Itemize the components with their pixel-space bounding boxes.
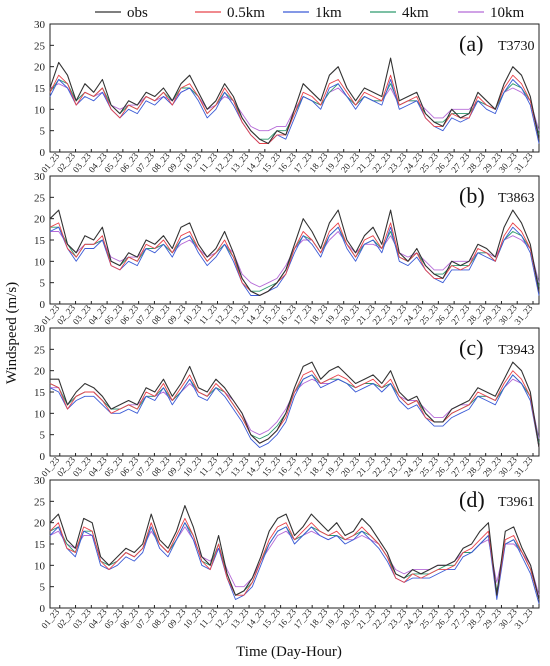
legend-label: 4km — [402, 5, 429, 21]
x-tick-label: 31_23 — [512, 454, 534, 478]
panel-letter: (b) — [459, 183, 485, 208]
series-line-obs — [49, 209, 540, 297]
y-tick-label: 5 — [40, 582, 46, 594]
y-tick-label: 10 — [34, 256, 46, 268]
y-axis-title: Windspeed (m/s) — [4, 282, 20, 384]
y-tick-label: 25 — [34, 192, 46, 204]
y-tick-label: 30 — [34, 475, 46, 487]
y-tick-label: 25 — [34, 40, 46, 52]
panel-letter: (d) — [459, 487, 485, 512]
series-line-obs — [49, 57, 540, 145]
y-tick-label: 0 — [40, 603, 46, 615]
station-name: T3863 — [498, 191, 535, 206]
y-tick-label: 0 — [40, 299, 46, 311]
y-tick-label: 20 — [34, 366, 46, 378]
legend-label: 10km — [490, 5, 525, 21]
legend-label: 0.5km — [227, 5, 265, 21]
y-tick-label: 30 — [34, 323, 46, 335]
panel-T3961: 05101520253001_2302_2303_2304_2305_2306_… — [34, 475, 540, 631]
y-tick-label: 15 — [34, 387, 46, 399]
panel-T3863: 05101520253001_2302_2303_2304_2305_2306_… — [34, 171, 540, 327]
y-tick-label: 20 — [34, 62, 46, 74]
panel-T3943: 05101520253001_2302_2303_2304_2305_2306_… — [34, 323, 540, 479]
y-tick-label: 25 — [34, 496, 46, 508]
y-tick-label: 15 — [34, 539, 46, 551]
station-name: T3943 — [498, 343, 535, 358]
series-line-m10 — [50, 231, 540, 288]
y-tick-label: 20 — [34, 214, 46, 226]
y-tick-label: 10 — [34, 408, 46, 420]
series-line-obs — [50, 361, 540, 448]
x-tick-label: 31_23 — [512, 150, 534, 174]
y-tick-label: 10 — [34, 560, 46, 572]
series-line-m4 — [49, 374, 540, 444]
y-tick-label: 30 — [34, 19, 46, 31]
y-tick-label: 15 — [34, 83, 46, 95]
x-tick-label: 31_23 — [512, 302, 534, 326]
panel-T3730: 05101520253001_2302_2303_2304_2305_2306_… — [34, 19, 540, 175]
y-tick-label: 0 — [40, 147, 46, 159]
y-tick-label: 25 — [34, 344, 46, 356]
series-line-m05 — [49, 222, 540, 296]
station-name: T3730 — [498, 39, 535, 54]
y-tick-label: 10 — [34, 104, 46, 116]
series-line-m1 — [49, 522, 540, 604]
series-line-m10 — [49, 83, 540, 132]
legend-label: obs — [127, 5, 148, 21]
series-line-m1 — [49, 79, 540, 144]
panel-letter: (c) — [459, 335, 483, 360]
y-tick-label: 0 — [40, 451, 46, 463]
y-tick-label: 15 — [34, 235, 46, 247]
series-line-m1 — [49, 374, 540, 448]
series-line-m05 — [49, 74, 540, 144]
chart-legend: obs 0.5km 1km 4km 10km — [95, 5, 525, 21]
y-tick-label: 30 — [34, 171, 46, 183]
chart-panels: 05101520253001_2302_2303_2304_2305_2306_… — [34, 19, 540, 631]
station-name: T3961 — [498, 495, 535, 510]
y-tick-label: 20 — [34, 518, 46, 530]
x-tick-label: 31_23 — [512, 606, 534, 630]
series-line-m05 — [49, 370, 540, 448]
series-line-obs — [49, 505, 540, 600]
series-line-m1 — [49, 226, 540, 296]
series-line-m10 — [49, 526, 540, 596]
legend-label: 1km — [315, 5, 342, 21]
x-axis-title: Time (Day-Hour) — [236, 644, 342, 660]
panel-letter: (a) — [459, 31, 483, 56]
y-tick-label: 5 — [40, 126, 46, 138]
y-tick-label: 5 — [40, 430, 46, 442]
y-tick-label: 5 — [40, 278, 46, 290]
series-line-m05 — [49, 517, 540, 600]
